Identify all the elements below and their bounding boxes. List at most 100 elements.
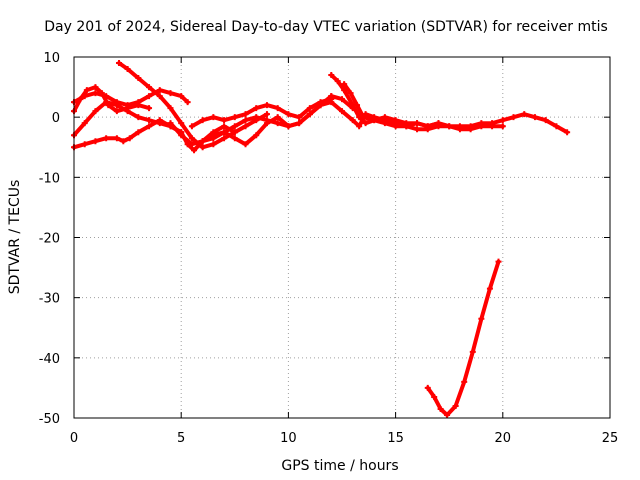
data-point <box>242 111 249 118</box>
series-track-l <box>425 259 501 417</box>
series-track-d <box>72 118 184 150</box>
data-point <box>146 84 153 91</box>
data-point <box>199 117 206 124</box>
data-point <box>360 114 367 121</box>
data-point <box>81 120 88 127</box>
data-point <box>221 129 228 136</box>
data-point <box>242 117 249 124</box>
data-point <box>116 60 123 67</box>
data-point <box>371 117 378 124</box>
data-point <box>334 78 341 85</box>
data-point <box>461 378 468 385</box>
data-point <box>486 285 493 292</box>
data-point <box>188 141 195 148</box>
data-point <box>242 141 249 148</box>
data-point <box>167 120 174 127</box>
data-point <box>92 90 99 97</box>
y-tick-label: -10 <box>39 171 60 186</box>
data-point <box>452 402 459 409</box>
data-point <box>446 123 453 130</box>
data-point <box>178 132 185 139</box>
data-point <box>403 120 410 127</box>
data-point <box>469 348 476 355</box>
data-point <box>341 81 348 88</box>
x-tick-label: 25 <box>602 431 619 446</box>
data-point <box>188 135 195 142</box>
data-point <box>231 114 238 121</box>
data-point <box>414 120 421 127</box>
data-point <box>113 135 120 142</box>
y-tick-label: 10 <box>43 51 60 66</box>
data-point <box>242 123 249 130</box>
data-point <box>317 102 324 109</box>
data-point <box>356 123 363 130</box>
data-point <box>199 144 206 151</box>
data-point <box>306 105 313 112</box>
data-point <box>210 141 217 148</box>
data-point <box>263 111 270 118</box>
data-point <box>328 99 335 106</box>
data-point <box>156 117 163 124</box>
data-point <box>253 105 260 112</box>
x-tick-label: 0 <box>70 431 78 446</box>
x-tick-label: 20 <box>495 431 512 446</box>
data-point <box>135 102 142 109</box>
data-point <box>178 120 185 127</box>
data-point <box>167 90 174 97</box>
x-tick-label: 10 <box>280 431 297 446</box>
data-point <box>296 120 303 127</box>
data-point <box>231 135 238 142</box>
data-point <box>444 411 451 418</box>
data-point <box>103 135 110 142</box>
data-point <box>542 117 549 124</box>
data-point <box>146 123 153 130</box>
axis-ticks: 0 5 10 15 20 25 -50 -40 -30 -20 -10 0 10 <box>39 51 619 446</box>
data-point <box>510 114 517 121</box>
data-point <box>221 123 228 130</box>
data-point <box>564 129 571 136</box>
data-point <box>210 114 217 121</box>
data-point <box>92 84 99 91</box>
y-tick-label: -30 <box>39 292 60 307</box>
data-point <box>424 384 431 391</box>
series-track-e <box>72 85 151 114</box>
gridlines <box>74 57 610 418</box>
data-point <box>531 114 538 121</box>
data-point <box>135 114 142 121</box>
data-point <box>339 108 345 115</box>
data-point <box>146 105 153 112</box>
data-point <box>285 123 292 130</box>
y-tick-label: -20 <box>39 232 60 247</box>
data-point <box>437 405 444 412</box>
data-point <box>92 108 99 115</box>
data-point <box>478 315 485 322</box>
data-point <box>184 99 191 106</box>
data-point <box>135 75 142 82</box>
data-point <box>253 132 260 139</box>
data-point <box>553 123 560 130</box>
data-point <box>167 105 174 112</box>
data-point <box>339 96 345 103</box>
data-point <box>467 123 474 130</box>
data-point <box>362 120 369 127</box>
data-point <box>489 120 496 127</box>
data-point <box>188 123 195 130</box>
data-point <box>92 138 99 145</box>
data-point <box>296 114 303 121</box>
data-point <box>191 147 198 154</box>
data-point <box>156 87 163 94</box>
data-point <box>253 114 260 121</box>
x-tick-label: 5 <box>177 431 185 446</box>
data-point <box>495 258 502 265</box>
data-point <box>349 117 356 124</box>
data-point <box>146 117 153 124</box>
data-point <box>381 114 388 121</box>
data-point <box>231 123 238 130</box>
data-point <box>120 138 127 145</box>
data-point <box>105 102 112 109</box>
data-point <box>77 96 84 103</box>
data-point <box>435 120 442 127</box>
data-point <box>199 138 206 145</box>
data-point <box>113 108 120 115</box>
